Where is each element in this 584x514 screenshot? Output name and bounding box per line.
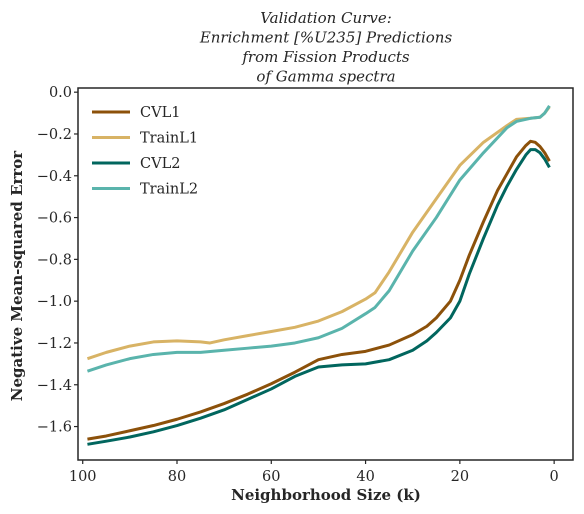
y-tick-label: −1.2 (37, 336, 72, 352)
y-tick-label: −0.2 (37, 127, 72, 143)
y-tick-label: −1.4 (37, 378, 72, 394)
legend: CVL1 TrainL1 CVL2 TrainL2 (92, 105, 198, 198)
y-tick-label: −0.6 (37, 211, 72, 227)
y-tick-label: −0.4 (37, 169, 72, 185)
chart-title-line: Validation Curve: (260, 9, 392, 27)
y-tick-label: 0.0 (49, 85, 72, 101)
chart-title-line: from Fission Products (241, 48, 410, 66)
x-tick-label: 40 (356, 469, 374, 485)
x-tick-label: 60 (262, 469, 280, 485)
y-tick-label: −1.0 (37, 294, 72, 310)
x-tick-label: 20 (451, 469, 469, 485)
legend-label-trainl2: TrainL2 (140, 182, 198, 198)
y-tick-label: −0.8 (37, 252, 72, 268)
y-axis-label: Negative Mean-squared Error (8, 150, 26, 402)
chart-title: Validation Curve: Enrichment [%U235] Pred… (199, 9, 453, 86)
chart-title-line: of Gamma spectra (256, 68, 395, 86)
legend-label-trainl1: TrainL1 (140, 131, 198, 147)
legend-label-cvl2: CVL2 (140, 156, 180, 172)
plot-area: 100 80 60 40 20 0 0.0 −0.2 −0.4 −0.6 −0.8 −1.0 −1.2 −… (37, 85, 573, 485)
x-tick-label: 100 (69, 469, 97, 485)
y-tick-label: −1.6 (37, 420, 72, 436)
x-tick-label: 80 (168, 469, 186, 485)
chart-title-line: Enrichment [%U235] Predictions (199, 29, 453, 47)
x-tick-label: 0 (550, 469, 559, 485)
x-axis-label: Neighborhood Size (k) (231, 486, 421, 504)
legend-label-cvl1: CVL1 (140, 105, 180, 121)
